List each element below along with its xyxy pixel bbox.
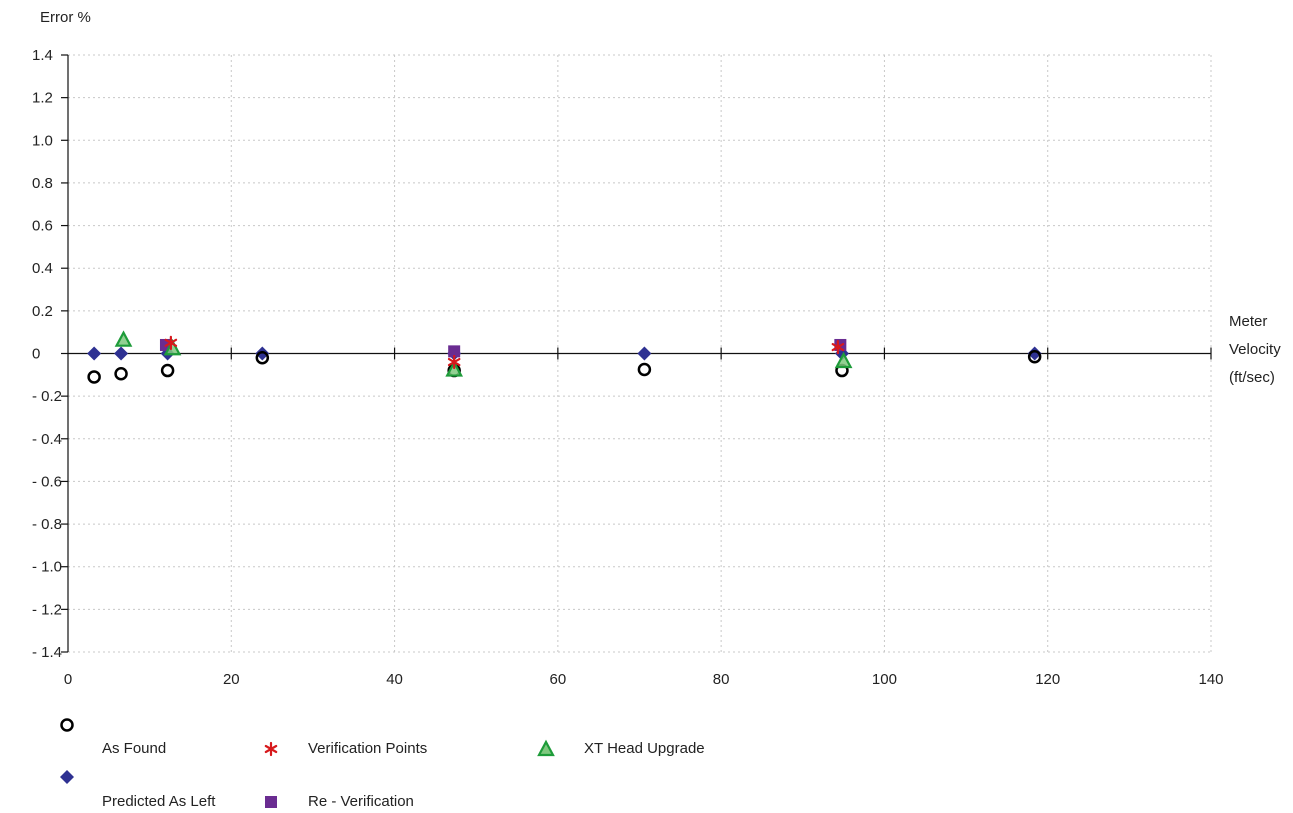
- series-verification-points: [164, 335, 845, 370]
- as-found-point: [87, 370, 101, 384]
- x-tick-label: 80: [713, 671, 730, 688]
- y-tick-label: - 0.2: [32, 388, 62, 405]
- data-points: [87, 330, 1042, 384]
- y-tick-label: 0.2: [32, 303, 53, 320]
- legend-xt-head-upgrade-label: XT Head Upgrade: [584, 740, 705, 757]
- x-axis-label-line: Meter: [1229, 313, 1267, 330]
- x-tick-label: 20: [223, 671, 240, 688]
- as-found-point: [255, 351, 270, 365]
- as-found-point: [1027, 349, 1042, 364]
- as-found-point: [160, 363, 175, 378]
- y-tick-label: 0.4: [32, 260, 53, 277]
- y-tick-label: 1.2: [32, 90, 53, 107]
- y-tick-label: 0: [32, 346, 40, 363]
- y-tick-label: 0.6: [32, 218, 53, 235]
- predicted-as-left-point: [637, 346, 652, 361]
- verification-point: [447, 354, 461, 370]
- predicted-as-left-point: [114, 346, 129, 361]
- as-found-point: [114, 367, 128, 381]
- x-tick-label: 140: [1198, 671, 1223, 688]
- xt-head-upgrade-point: [163, 338, 182, 356]
- y-axis-label: Error %: [40, 9, 91, 26]
- y-tick-label: 1.4: [32, 47, 53, 64]
- x-axis-label-line: (ft/sec): [1229, 369, 1275, 386]
- y-tick-label: - 0.4: [32, 431, 62, 448]
- legend-as-found-marker-icon: [60, 718, 74, 732]
- x-tick-label: 0: [64, 671, 72, 688]
- xt-head-upgrade-point: [114, 330, 133, 347]
- y-tick-label: - 1.4: [32, 644, 62, 661]
- legend-verification-points-label: Verification Points: [308, 740, 428, 757]
- series-xt-head-upgrade: [114, 330, 853, 377]
- y-tick-label: - 1.2: [32, 601, 62, 618]
- legend-xt-head-upgrade-marker-icon: [537, 739, 555, 757]
- predicted-as-left-point: [1027, 346, 1042, 361]
- legend-re-verification-label: Re - Verification: [308, 793, 414, 810]
- y-tick-label: - 1.0: [32, 559, 62, 576]
- x-axis-label-line: Velocity: [1229, 341, 1281, 358]
- re-verification-point: [448, 345, 461, 358]
- xt-head-upgrade-point: [834, 351, 853, 369]
- grid-lines: [68, 54, 1212, 653]
- legend-as-found-label: As Found: [102, 740, 167, 757]
- x-tick-label: 40: [386, 671, 403, 688]
- y-tick-label: 1.0: [32, 132, 53, 149]
- legend-predicted-as-left-marker-icon: [60, 770, 74, 784]
- verification-point: [831, 340, 845, 355]
- predicted-as-left-point: [87, 346, 102, 361]
- tick-labels: 1.4 1.2 1.0 0.8 0.6 0.4 0.2 0 - 0.2 - 0.4 - 0.6 - 0…: [32, 47, 1224, 688]
- legend-re-verification-marker-icon: [265, 796, 277, 808]
- y-tick-label: - 0.8: [32, 516, 62, 533]
- x-tick-label: 100: [872, 671, 897, 688]
- y-tick-label: 0.8: [32, 175, 53, 192]
- as-found-point: [637, 362, 652, 377]
- x-tick-label: 120: [1035, 671, 1060, 688]
- legend-verification-points-marker-icon: [264, 741, 278, 757]
- x-axis-label: Meter Velocity (ft/sec): [1229, 313, 1281, 386]
- verification-point: [164, 335, 178, 350]
- x-tick-label: 60: [550, 671, 567, 688]
- y-tick-label: - 0.6: [32, 473, 62, 490]
- legend-predicted-as-left-label: Predicted As Left: [102, 793, 216, 810]
